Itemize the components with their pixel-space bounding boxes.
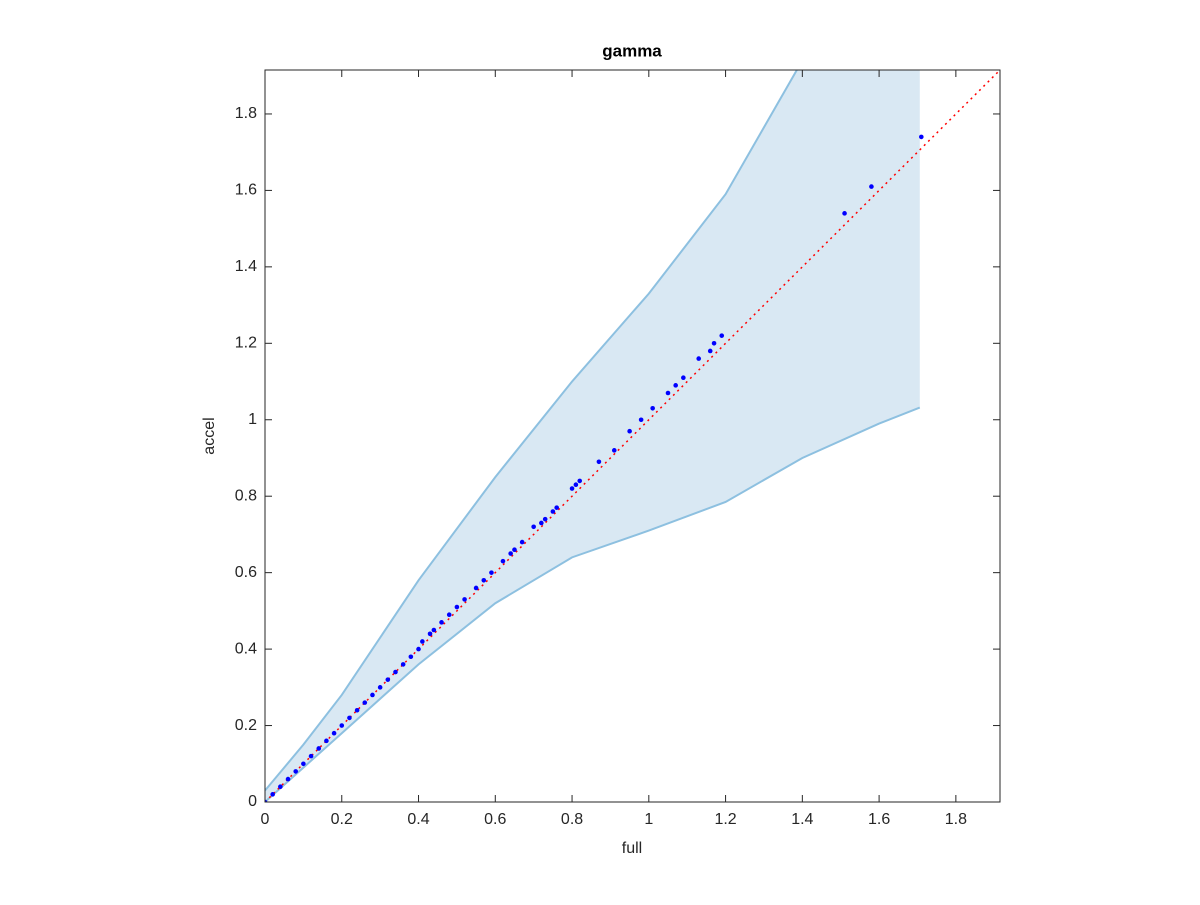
x-tick-label: 0.2 [331,811,353,828]
scatter-point [285,776,291,782]
scatter-point [508,551,513,556]
y-tick-label: 0 [248,793,257,810]
band-upper-edge [265,70,799,792]
scatter-point [446,612,452,617]
scatter-point [500,558,506,564]
y-tick-label: 1.4 [235,258,257,275]
scatter-point [408,654,414,660]
scatter-point [569,486,575,491]
scatter-point [542,516,548,522]
scatter-point [331,730,337,736]
scatter-point [550,509,556,514]
scatter-point [301,761,306,767]
scatter-point [711,341,717,346]
scatter-point [265,799,268,802]
x-tick-label: 1.8 [945,811,967,828]
band-lower-edge [265,406,921,802]
scatter-point [696,356,702,361]
x-tick-label: 1 [644,811,653,828]
x-tick-label: 1.4 [791,811,813,828]
axes-box [264,69,1001,803]
scatter-point [454,604,460,610]
scatter-point [539,520,544,526]
scatter-point [416,646,421,652]
scatter-point [354,707,360,713]
y-tick-label: 0.4 [235,640,257,657]
x-tick-label: 1.6 [868,811,890,828]
scatter-point [431,627,437,633]
y-tick-label: 1 [248,411,257,428]
scatter-point [339,723,345,728]
scatter-point [531,524,536,530]
scatter-point [385,677,391,682]
x-tick-label: 0 [261,811,270,828]
scatter-point [377,685,383,690]
scatter-point [627,428,632,434]
y-tick-label: 1.8 [235,105,257,122]
scatter-point [842,211,847,216]
x-axis-label: full [622,840,642,857]
scatter-point [489,570,494,575]
scatter-point [278,784,283,790]
scatter-point [439,620,444,625]
confidence-band [265,70,920,802]
plot-area [265,70,1000,802]
scatter-point [420,639,425,644]
scatter-point [293,769,299,774]
scatter-point [919,134,924,140]
y-tick-label: 1.2 [235,335,257,352]
scatter-point [707,348,713,354]
scatter-point [347,715,352,721]
scatter-point [596,459,602,465]
scatter-point [519,539,525,545]
scatter-point [370,692,375,698]
chart-title: gamma [602,41,662,60]
scatter-point [400,662,406,667]
scatter-point [719,333,725,338]
scatter-point [638,417,644,423]
scatter-point [362,700,368,705]
y-tick-label: 0.2 [235,717,257,734]
scatter-point [665,390,671,396]
scatter-point [308,753,314,759]
y-tick-label: 0.8 [235,487,257,504]
scatter-point [554,505,559,510]
scatter-point [324,738,329,744]
x-tick-label: 1.2 [714,811,736,828]
scatter-point [462,597,467,602]
x-tick-label: 0.6 [484,811,506,828]
scatter-point [512,547,517,553]
scatter-point [393,669,398,675]
scatter-point [650,405,655,411]
scatter-point [316,746,322,751]
x-tick-label: 0.8 [561,811,583,828]
scatter-point [577,478,583,484]
scatter-point [481,577,487,583]
reference-line [265,70,1000,802]
scatter-point [611,448,617,453]
scatter-point [270,792,275,797]
scatter-point [473,585,479,591]
scatter-point [673,383,678,388]
y-tick-label: 0.6 [235,564,257,581]
y-tick-label: 1.6 [235,182,257,199]
y-axis-label: accel [201,417,218,454]
scatter-point [869,184,874,189]
scatter-point [573,482,579,488]
scatter-point [427,631,433,637]
scatter-point [681,375,686,381]
x-tick-label: 0.4 [407,811,429,828]
